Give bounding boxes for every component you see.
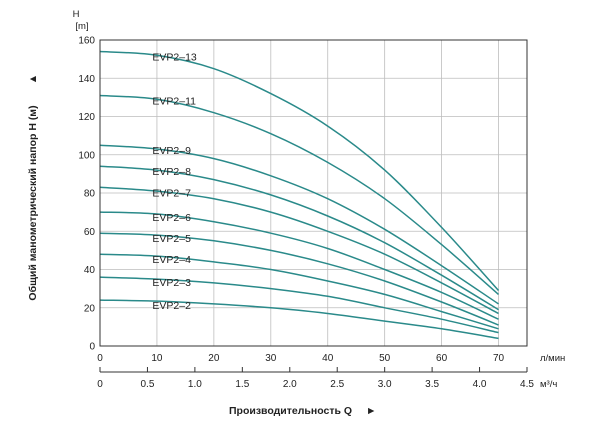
y-tick-label: 160 xyxy=(78,36,95,47)
y-tick-labels: 0 20 40 60 80 100 120 140 160 xyxy=(78,36,95,353)
curve-series-0 xyxy=(99,50,500,292)
series-label-7: EVP2–4 xyxy=(152,254,191,266)
x-tick-label: 30 xyxy=(265,353,277,364)
y-tick-label: 100 xyxy=(78,150,95,161)
y-unit-symbol: H xyxy=(73,9,80,20)
x-tick-label: 70 xyxy=(493,353,505,364)
x2-tick-label: 4.0 xyxy=(473,379,487,390)
y-tick-label: 140 xyxy=(78,74,95,85)
x2-tick-label: 4.5 xyxy=(520,379,534,390)
x-unit: л/мин xyxy=(540,353,565,364)
x2-tick-label: 1.0 xyxy=(188,379,202,390)
series-label-3: EVP2–8 xyxy=(152,166,191,178)
secondary-x-axis: 0 0.5 1.0 1.5 2.0 2.5 3.0 3.5 4.0 4.5 xyxy=(97,367,534,390)
curve-series-6 xyxy=(99,232,499,326)
x2-tick-label: 2.0 xyxy=(283,379,297,390)
x2-tick-label: 0 xyxy=(97,379,103,390)
x-tick-label: 0 xyxy=(97,353,103,364)
x-tick-label: 60 xyxy=(436,353,448,364)
curve-series-9 xyxy=(99,299,499,340)
curve-series-3 xyxy=(99,165,499,311)
x2-tick-label: 1.5 xyxy=(235,379,249,390)
x-tick-label: 50 xyxy=(379,353,391,364)
x-tick-label: 20 xyxy=(208,353,220,364)
series-label-1: EVP2–11 xyxy=(152,95,196,107)
series-label-5: EVP2–6 xyxy=(152,212,191,224)
curve-series-1 xyxy=(99,94,499,295)
curve-series-5 xyxy=(99,211,499,320)
x-tick-labels: 0 10 20 30 40 50 60 70 xyxy=(97,353,504,364)
series-label-2: EVP2–9 xyxy=(152,145,191,157)
series-label-9: EVP2–2 xyxy=(152,300,191,312)
y-tick-label: 80 xyxy=(84,189,96,200)
plot-frame xyxy=(99,39,528,347)
y-axis-arrow-icon: ▲ xyxy=(27,74,39,84)
curve-labels: EVP2–13 EVP2–11 EVP2–9 EVP2–8 EVP2–7 EVP2–6 EV… xyxy=(152,51,197,312)
series-label-6: EVP2–5 xyxy=(152,233,191,245)
y-tick-label: 20 xyxy=(84,303,96,314)
y-tick-label: 0 xyxy=(89,342,95,353)
x2-tick-label: 3.5 xyxy=(425,379,439,390)
x2-unit: м³/ч xyxy=(540,379,557,390)
x-tick-label: 10 xyxy=(151,353,163,364)
x2-tick-label: 0.5 xyxy=(140,379,154,390)
y-tick-label: 60 xyxy=(84,227,96,238)
curves xyxy=(99,50,500,340)
y-axis-title: Общий манометрический напор H (м) xyxy=(27,105,39,300)
y-unit: [m] xyxy=(75,21,88,32)
axes xyxy=(99,39,528,347)
y-axis-title-group: Общий манометрический напор H (м) ▲ xyxy=(27,74,39,301)
curve-series-2 xyxy=(99,144,499,305)
y-tick-label: 120 xyxy=(78,112,95,123)
x-axis-title: Производительность Q xyxy=(229,405,352,417)
x2-tick-label: 3.0 xyxy=(378,379,392,390)
y-tick-label: 40 xyxy=(84,265,96,276)
series-label-4: EVP2–7 xyxy=(152,187,191,199)
curve-series-4 xyxy=(99,186,499,315)
x-axis-arrow-icon: ► xyxy=(366,405,376,417)
curve-series-7 xyxy=(99,253,499,330)
x2-tick-label: 2.5 xyxy=(330,379,344,390)
x-tick-label: 40 xyxy=(322,353,334,364)
series-label-0: EVP2–13 xyxy=(152,51,197,63)
curve-series-8 xyxy=(99,276,499,334)
series-label-8: EVP2–3 xyxy=(152,277,191,289)
